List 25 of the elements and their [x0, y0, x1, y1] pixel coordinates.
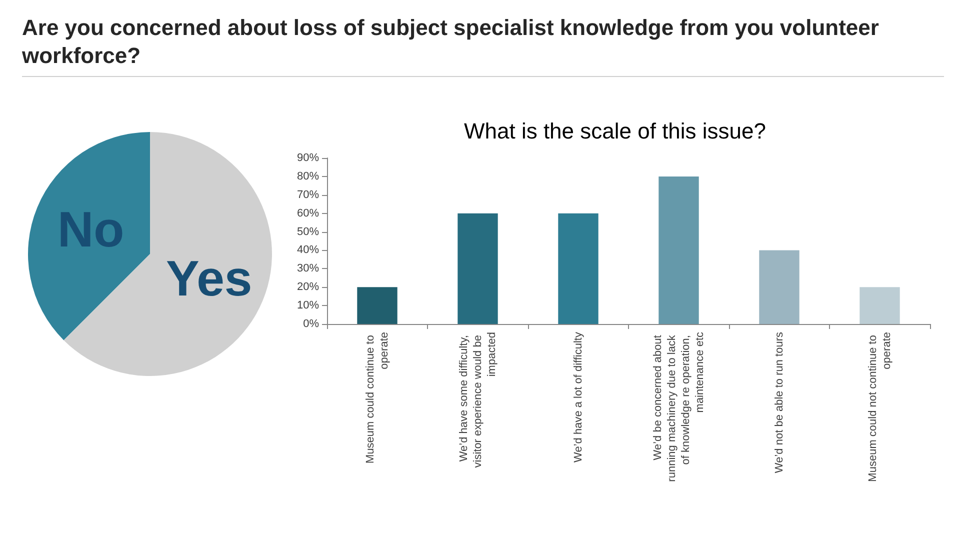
bar — [860, 287, 900, 324]
y-tick-label: 60% — [296, 207, 320, 220]
x-tick-label: Museum could not continue to operate — [866, 332, 893, 482]
x-tick-label: We’d not be able to run tours — [773, 332, 786, 474]
y-tick-label: 40% — [296, 244, 320, 256]
x-tick-label: We’d be concerned about running machinery due to lack of knowledge re operation, maintenance etc — [652, 332, 706, 482]
y-tick-label: 50% — [296, 226, 320, 238]
y-tick-label: 80% — [296, 170, 320, 182]
y-tick-label: 0% — [303, 318, 320, 330]
x-tick-label: Museum could continue to operate — [364, 332, 390, 464]
text: Are you concerned about loss of subject specialist knowledge from you volunteer workforce? — [22, 14, 880, 70]
slice-label: Yes — [166, 250, 252, 306]
bar — [759, 250, 800, 324]
bar — [658, 176, 699, 324]
x-tick-label: We’d have some difficulty, visitor experience would be impacted — [458, 332, 498, 468]
y-tick-label: 30% — [296, 262, 320, 275]
chart-title: What is the scale of this issue? — [464, 118, 766, 144]
y-tick-label: 70% — [296, 188, 320, 201]
bar — [558, 213, 598, 324]
y-tick-label: 90% — [296, 152, 320, 164]
y-tick-label: 20% — [296, 281, 320, 294]
bar — [357, 287, 398, 324]
y-tick-label: 10% — [296, 300, 320, 312]
x-tick-label: We’d have a lot of difficulty — [572, 332, 584, 462]
bar — [458, 213, 498, 324]
